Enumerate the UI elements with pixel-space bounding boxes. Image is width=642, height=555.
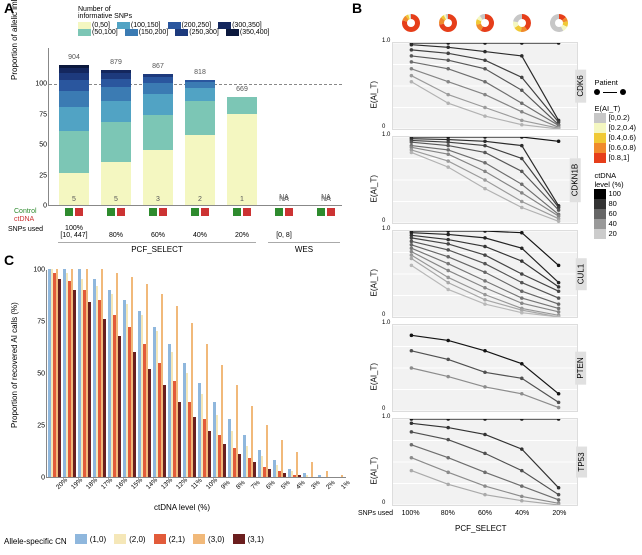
panel-a: A Number ofinformative SNPs(0,50](100,15… — [4, 0, 348, 236]
donut-2 — [474, 12, 496, 34]
donut-4 — [548, 12, 570, 34]
strip-PTEN: PTEN — [392, 324, 578, 412]
panel-a-yaxis-label: Proportion of allelic imbalance (%) (E(A… — [10, 0, 19, 80]
strip-CUL1: CUL1 — [392, 230, 578, 318]
panel-b: B PatientE(AI_T)[0,0.2)[0.2,0.4)[0.4,0.6… — [352, 0, 638, 550]
panel-a-chart: 02550751009045100%[10, 447]879580%867360… — [48, 48, 342, 206]
panel-c-xaxis-label: ctDNA level (%) — [154, 503, 210, 512]
panel-a-snp-legend: Number ofinformative SNPs(0,50](100,150]… — [78, 6, 273, 36]
donut-1 — [437, 12, 459, 34]
panel-b-legend: PatientE(AI_T)[0,0.2)[0.2,0.4)[0.4,0.6)[… — [594, 78, 636, 247]
strip-CDKN1B: CDKN1B — [392, 136, 578, 224]
strip-TP53: TP53 — [392, 418, 578, 506]
panel-c-legend: Allele-specific CN(1,0)(2,0)(2,1)(3,0)(3… — [4, 534, 272, 546]
panel-c: C Proportion of recovered AI calls (%) 0… — [4, 252, 350, 548]
panel-b-label: B — [352, 0, 362, 16]
panel-c-yaxis-label: Proportion of recovered AI calls (%) — [10, 302, 19, 428]
strip-CDK6: CDK6 — [392, 42, 578, 130]
panel-c-chart: 025507510020%19%18%17%16%15%14%13%12%11%… — [46, 270, 346, 478]
donut-0 — [400, 12, 422, 34]
panel-c-label: C — [4, 252, 14, 268]
donut-3 — [511, 12, 533, 34]
